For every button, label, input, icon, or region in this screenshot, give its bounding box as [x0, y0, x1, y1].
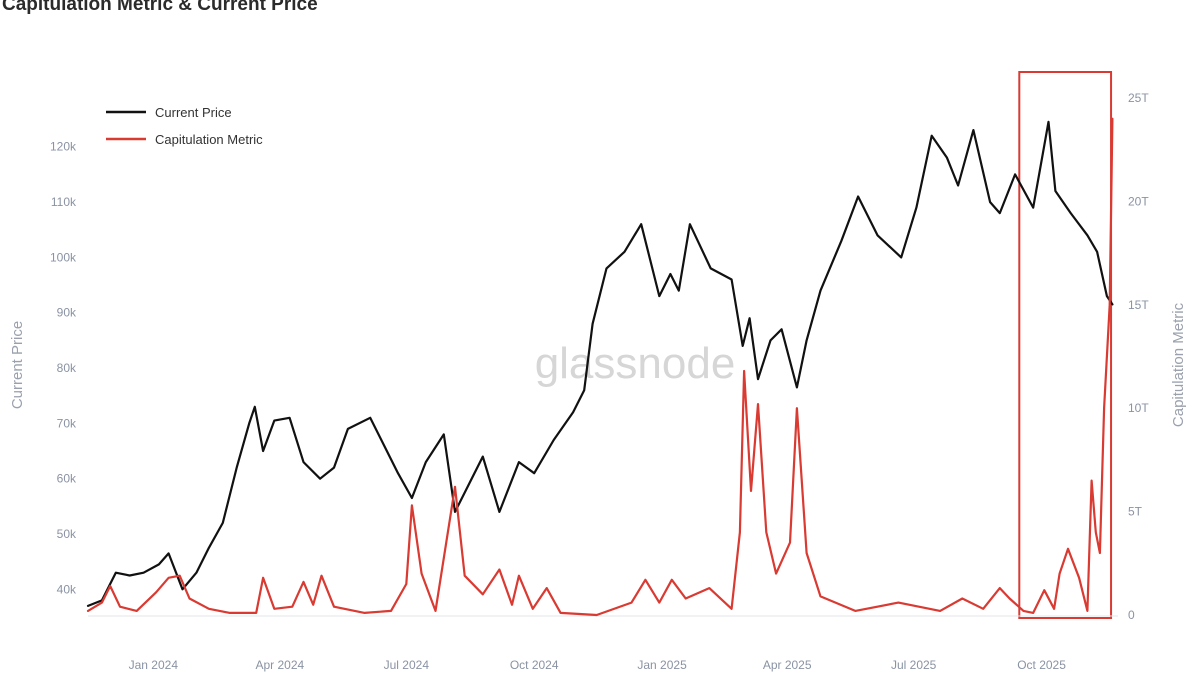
- x-tick-label: Apr 2025: [763, 658, 812, 672]
- y-left-tick-label: 90k: [57, 306, 77, 320]
- y-axis-right-label: Capitulation Metric: [1170, 302, 1187, 427]
- y-axis-left-label: Current Price: [9, 321, 26, 409]
- x-tick-label: Oct 2025: [1017, 658, 1066, 672]
- highlight-box: [1018, 71, 1113, 619]
- x-tick-label: Jul 2025: [891, 658, 937, 672]
- y-right-tick-label: 20T: [1128, 194, 1149, 208]
- series-line-capitulation-metric: [86, 117, 1114, 617]
- y-right-tick-label: 5T: [1128, 505, 1143, 519]
- x-tick-label: Jan 2025: [637, 658, 687, 672]
- y-left-tick-label: 40k: [57, 582, 77, 596]
- legend-label: Capitulation Metric: [155, 132, 263, 147]
- x-tick-label: Apr 2024: [255, 658, 304, 672]
- y-left-tick-label: 80k: [57, 361, 77, 375]
- y-left-tick-label: 100k: [50, 250, 77, 264]
- x-tick-label: Jan 2024: [129, 658, 179, 672]
- x-tick-label: Oct 2024: [510, 658, 559, 672]
- y-left-tick-label: 60k: [57, 472, 77, 486]
- legend: Current Price Capitulation Metric: [106, 105, 263, 147]
- legend-label: Current Price: [155, 105, 232, 120]
- y-right-tick-label: 10T: [1128, 401, 1149, 415]
- y-left-tick-label: 50k: [57, 527, 77, 541]
- chart-title: Capitulation Metric & Current Price: [2, 0, 318, 15]
- watermark: glassnode: [535, 339, 736, 388]
- series-line-current-price: [86, 120, 1114, 607]
- y-right-tick-label: 0: [1128, 608, 1135, 622]
- y-left-tick-label: 120k: [50, 140, 77, 154]
- y-right-tick-label: 15T: [1128, 298, 1149, 312]
- y-left-tick-label: 110k: [51, 195, 77, 209]
- x-tick-label: Jul 2024: [384, 658, 430, 672]
- y-right-tick-label: 25T: [1128, 91, 1149, 105]
- y-left-tick-label: 70k: [57, 416, 77, 430]
